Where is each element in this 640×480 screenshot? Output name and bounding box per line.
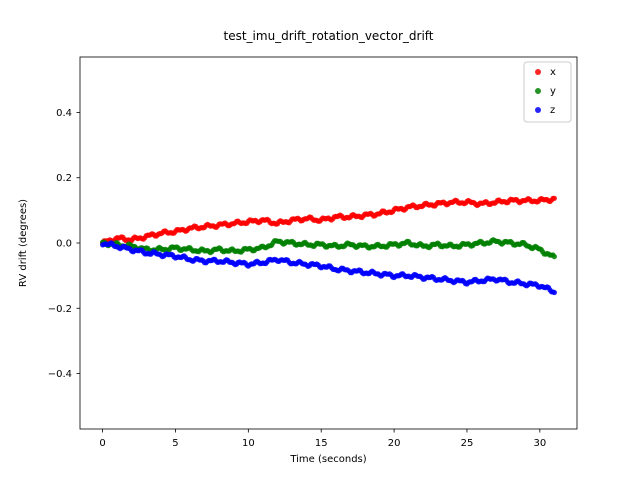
y-tick-label: 0.4 <box>56 108 72 119</box>
y-tick-label: −0.4 <box>48 369 72 380</box>
x-tick-label: 0 <box>99 438 105 449</box>
legend-marker-z <box>535 107 541 113</box>
x-tick-label: 5 <box>172 438 178 449</box>
series-z <box>100 240 558 296</box>
y-axis: −0.4 −0.2 0.0 0.2 0.4 <box>48 108 80 380</box>
legend-label-z: z <box>550 105 555 116</box>
data-point <box>551 254 558 260</box>
chart-title: test_imu_drift_rotation_vector_drift <box>224 29 434 43</box>
legend-label-y: y <box>550 86 556 97</box>
y-tick-label: 0.0 <box>56 239 72 250</box>
plot-border <box>79 56 578 430</box>
legend-label-x: x <box>550 67 556 78</box>
axes: 0 5 10 15 20 25 30 −0.4 −0.2 0.0 0.2 0.4 <box>48 108 546 449</box>
legend-marker-y <box>535 88 541 94</box>
x-tick-label: 20 <box>388 438 401 449</box>
x-tick-label: 25 <box>461 438 474 449</box>
x-axis: 0 5 10 15 20 25 30 <box>99 429 546 449</box>
data-point <box>551 289 558 296</box>
y-axis-label: RV drift (degrees) <box>18 199 29 287</box>
y-tick-label: −0.2 <box>48 304 72 315</box>
x-axis-label: Time (seconds) <box>289 454 366 465</box>
legend: xyz <box>523 61 572 123</box>
data-point <box>551 195 558 201</box>
x-tick-label: 30 <box>533 438 546 449</box>
x-tick-label: 10 <box>242 438 255 449</box>
y-tick-label: 0.2 <box>56 173 72 184</box>
legend-marker-x <box>535 69 541 75</box>
series-x <box>100 195 558 246</box>
legend-box <box>523 61 572 123</box>
x-tick-label: 15 <box>315 438 328 449</box>
